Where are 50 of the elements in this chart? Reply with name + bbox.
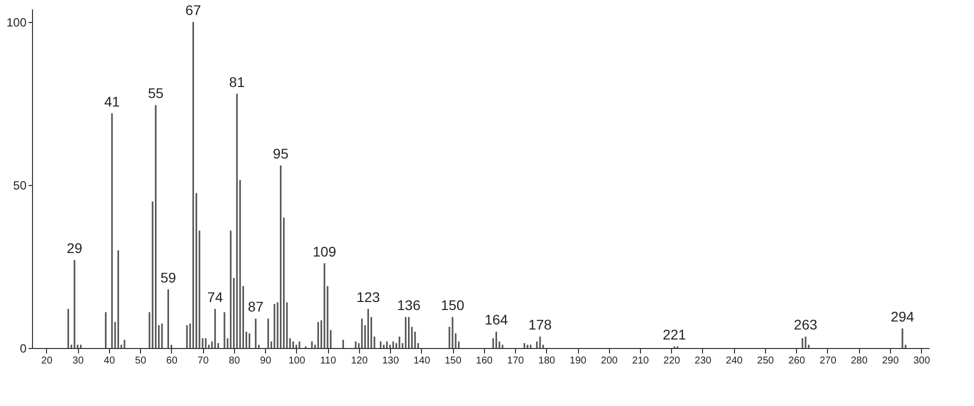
x-tick-label: 30 [72,356,84,366]
x-tick-label: 40 [104,356,116,366]
x-tick-label: 130 [382,356,400,366]
x-tick-label: 300 [913,356,930,366]
x-tick-label: 170 [507,356,524,366]
x-tick-label: 190 [570,356,587,366]
x-tick-label: 80 [228,356,240,366]
annotation: 55 [148,85,164,102]
annotation: 95 [272,145,289,162]
annotation: 263 [794,316,818,333]
annotation: 41 [104,93,120,110]
x-tick-label: 210 [632,356,650,366]
annotation: 294 [890,308,914,324]
x-tick-label: 180 [538,356,556,366]
annotation: 29 [66,240,82,256]
y-tick-label: 0 [20,342,27,356]
annotation: 87 [248,298,264,315]
x-tick-label: 120 [350,356,368,366]
annotation: 164 [484,312,508,328]
x-tick-label: 160 [476,356,494,366]
annotation: 123 [356,288,380,305]
annotation: 221 [662,326,686,342]
x-tick-label: 250 [757,356,774,366]
annotation: 178 [528,316,552,333]
annotation: 109 [312,243,336,260]
x-tick-label: 260 [788,356,806,366]
y-tick-label: 50 [13,178,27,193]
x-tick-label: 290 [882,356,900,366]
x-tick-label: 20 [41,356,53,366]
x-tick-label: 60 [166,356,178,366]
x-tick-label: 140 [413,356,431,366]
x-tick-label: 240 [726,356,744,366]
x-tick-label: 50 [135,356,147,366]
x-tick-label: 270 [820,356,837,366]
x-tick-label: 200 [600,356,618,366]
x-tick-label: 110 [320,356,336,366]
y-tick-label: 100 [6,16,27,30]
annotation: 74 [207,288,224,305]
x-tick-label: 70 [198,356,210,366]
x-tick-label: 90 [260,356,272,366]
annotation: 150 [440,297,464,314]
x-tick-label: 230 [694,356,712,366]
x-tick-label: 280 [850,356,868,366]
x-tick-label: 100 [288,356,306,366]
annotation: 136 [397,297,421,314]
x-tick-label: 220 [663,356,681,366]
annotation: 81 [229,74,245,90]
annotation: 67 [185,2,202,18]
x-tick-label: 150 [444,356,462,366]
annotation: 59 [160,269,176,286]
